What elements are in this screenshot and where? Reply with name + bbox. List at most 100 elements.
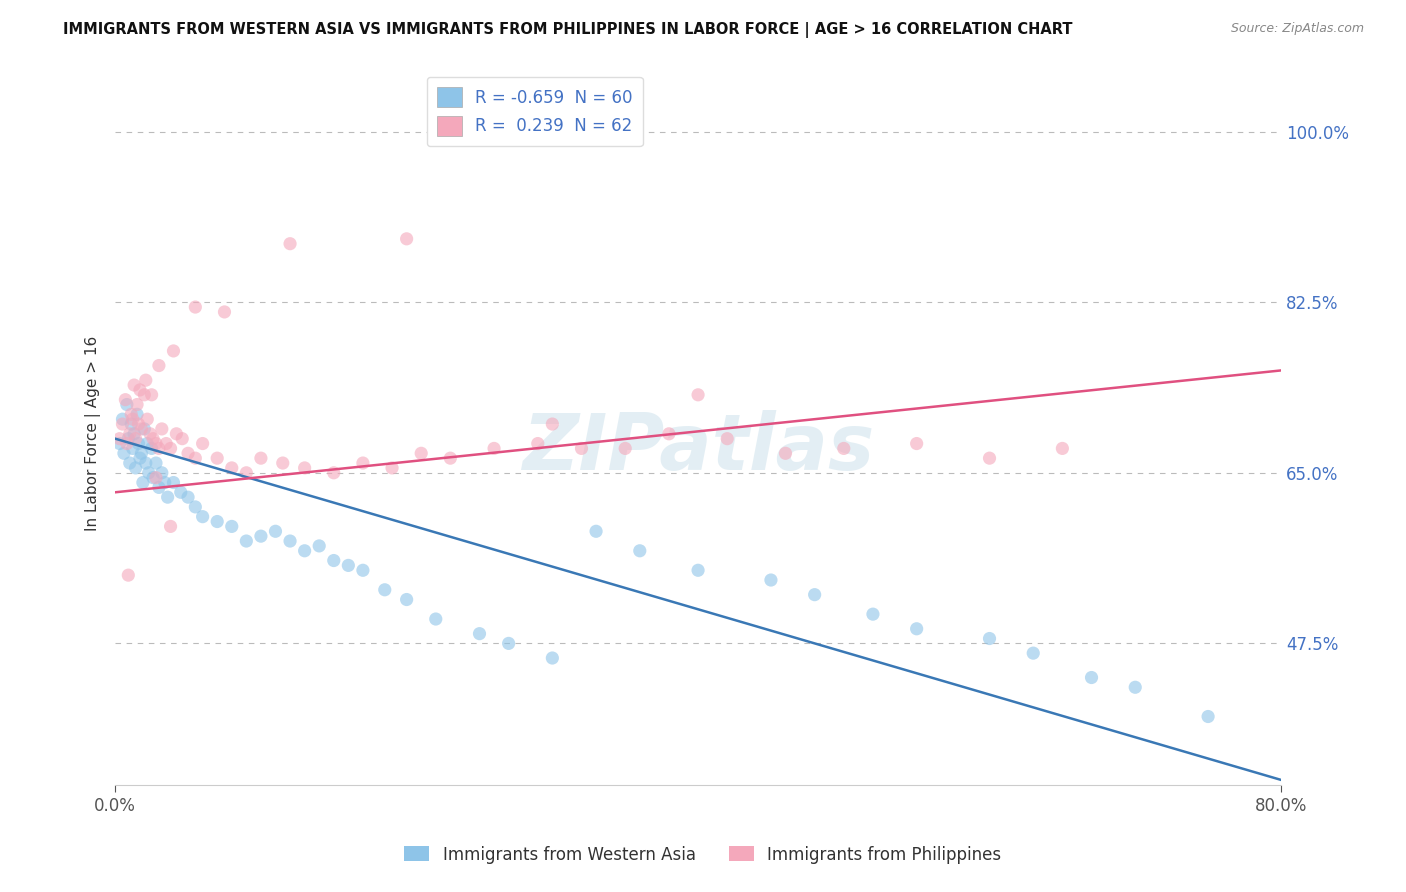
Point — [352, 456, 374, 470]
Y-axis label: In Labor Force | Age > 16: In Labor Force | Age > 16 — [86, 336, 101, 532]
Point — [250, 529, 273, 543]
Point — [156, 490, 179, 504]
Point — [131, 422, 153, 436]
Point — [1052, 442, 1074, 456]
Point — [235, 466, 257, 480]
Point — [142, 432, 165, 446]
Point — [221, 519, 243, 533]
Point — [129, 383, 152, 397]
Point — [159, 519, 181, 533]
Point — [150, 422, 173, 436]
Point — [541, 417, 564, 431]
Point — [177, 446, 200, 460]
Point — [135, 373, 157, 387]
Point — [117, 432, 139, 446]
Point — [439, 451, 461, 466]
Point — [498, 636, 520, 650]
Point — [482, 442, 505, 456]
Point — [322, 553, 344, 567]
Point — [352, 563, 374, 577]
Point — [112, 446, 135, 460]
Point — [145, 471, 167, 485]
Point — [526, 436, 548, 450]
Point — [294, 543, 316, 558]
Point — [148, 480, 170, 494]
Point — [337, 558, 360, 573]
Point — [235, 534, 257, 549]
Point — [115, 398, 138, 412]
Point — [129, 451, 152, 466]
Point — [628, 543, 651, 558]
Point — [117, 568, 139, 582]
Point — [425, 612, 447, 626]
Point — [136, 412, 159, 426]
Point — [775, 446, 797, 460]
Text: Source: ZipAtlas.com: Source: ZipAtlas.com — [1230, 22, 1364, 36]
Point — [170, 485, 193, 500]
Point — [142, 471, 165, 485]
Point — [114, 392, 136, 407]
Point — [111, 417, 134, 431]
Point — [108, 432, 131, 446]
Point — [177, 490, 200, 504]
Point — [278, 534, 301, 549]
Point — [214, 305, 236, 319]
Point — [128, 417, 150, 431]
Point — [120, 407, 142, 421]
Legend: R = -0.659  N = 60, R =  0.239  N = 62: R = -0.659 N = 60, R = 0.239 N = 62 — [427, 77, 643, 146]
Point — [136, 436, 159, 450]
Point — [205, 515, 228, 529]
Point — [294, 461, 316, 475]
Point — [191, 509, 214, 524]
Point — [1080, 671, 1102, 685]
Point — [250, 451, 273, 466]
Point — [381, 461, 404, 475]
Point — [803, 588, 825, 602]
Point — [1022, 646, 1045, 660]
Point — [271, 456, 294, 470]
Point — [395, 592, 418, 607]
Point — [145, 456, 167, 470]
Point — [115, 436, 138, 450]
Point — [264, 524, 287, 539]
Point — [150, 466, 173, 480]
Point — [122, 426, 145, 441]
Point — [128, 436, 150, 450]
Point — [221, 461, 243, 475]
Point — [138, 466, 160, 480]
Point — [165, 426, 187, 441]
Point — [125, 407, 148, 421]
Point — [585, 524, 607, 539]
Point — [184, 300, 207, 314]
Point — [716, 432, 738, 446]
Point — [118, 456, 141, 470]
Point — [686, 388, 709, 402]
Text: ZIPatlas: ZIPatlas — [522, 409, 875, 486]
Point — [322, 466, 344, 480]
Point — [122, 378, 145, 392]
Point — [145, 436, 167, 450]
Point — [134, 422, 156, 436]
Point — [278, 236, 301, 251]
Point — [155, 436, 177, 450]
Point — [658, 426, 681, 441]
Point — [1123, 680, 1146, 694]
Point — [134, 388, 156, 402]
Point — [832, 442, 855, 456]
Point — [131, 446, 153, 460]
Point — [132, 475, 155, 490]
Point — [141, 442, 163, 456]
Point — [162, 475, 184, 490]
Point — [374, 582, 396, 597]
Point — [686, 563, 709, 577]
Point — [759, 573, 782, 587]
Text: IMMIGRANTS FROM WESTERN ASIA VS IMMIGRANTS FROM PHILIPPINES IN LABOR FORCE | AGE: IMMIGRANTS FROM WESTERN ASIA VS IMMIGRAN… — [63, 22, 1073, 38]
Point — [135, 456, 157, 470]
Point — [411, 446, 433, 460]
Point — [118, 426, 141, 441]
Point — [121, 442, 143, 456]
Point — [124, 461, 146, 475]
Point — [108, 436, 131, 450]
Point — [162, 343, 184, 358]
Point — [124, 432, 146, 446]
